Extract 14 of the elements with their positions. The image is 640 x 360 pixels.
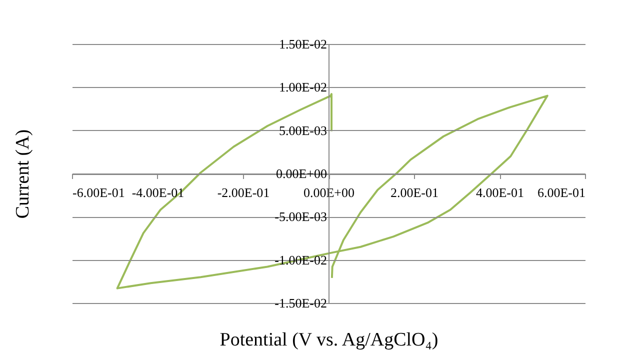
y-tick-label: 1.00E-02 [278, 80, 327, 95]
x-tick-label: 0.00E+00 [303, 185, 355, 200]
y-tick-label: 5.00E-03 [278, 122, 327, 138]
x-tick-label: 6.00E-01 [537, 185, 586, 200]
y-tick-label: -1.50E-02 [274, 296, 327, 310]
x-axis-title: Potential (V vs. Ag/AgClO₄) [220, 330, 438, 350]
x-tick-label: 2.00E-01 [390, 185, 439, 200]
y-tick-label: -5.00E-03 [274, 209, 327, 224]
x-tick-label: -2.00E-01 [217, 185, 270, 200]
y-tick-label: 1.50E-02 [278, 36, 327, 52]
x-tick-label: -6.00E-01 [72, 185, 125, 200]
y-axis-title: Current (A) [12, 129, 34, 219]
y-tick-label: 0.00E+00 [276, 166, 327, 181]
x-tick-label: 4.00E-01 [476, 185, 524, 200]
